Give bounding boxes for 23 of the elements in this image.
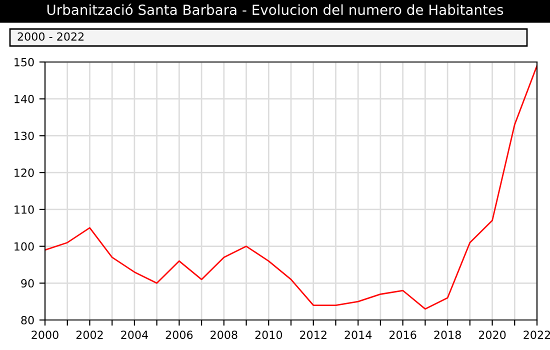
x-tick-label: 2018 bbox=[434, 330, 461, 340]
chart-subtitle: 2000 - 2022 bbox=[18, 32, 84, 41]
chart-title: Urbanització Santa Barbara - Evolucion del numero de Habitantes bbox=[47, 4, 504, 16]
line-series bbox=[45, 64, 537, 310]
y-tick-label: 90 bbox=[21, 279, 34, 288]
x-tick-label: 2020 bbox=[478, 330, 506, 340]
x-tick-label: 2012 bbox=[300, 330, 326, 340]
y-tick-label: 140 bbox=[14, 94, 34, 104]
y-tick-label: 120 bbox=[14, 168, 34, 177]
y-tick-label: 110 bbox=[14, 205, 34, 214]
y-tick-label: 100 bbox=[14, 242, 34, 251]
x-tick-label: 2014 bbox=[344, 330, 372, 340]
x-tick-label: 2022 bbox=[524, 330, 550, 340]
x-tick-label: 2000 bbox=[32, 330, 58, 340]
x-tick-label: 2010 bbox=[255, 330, 282, 340]
x-tick-label: 2006 bbox=[166, 330, 193, 340]
y-tick-label: 150 bbox=[14, 58, 34, 66]
x-tick-label: 2016 bbox=[389, 330, 416, 340]
x-tick-label: 2004 bbox=[121, 330, 148, 340]
y-tick-label: 130 bbox=[14, 132, 34, 140]
y-tick-label: 80 bbox=[21, 316, 34, 324]
x-tick-label: 2008 bbox=[210, 330, 238, 340]
x-tick-label: 2002 bbox=[76, 330, 103, 340]
